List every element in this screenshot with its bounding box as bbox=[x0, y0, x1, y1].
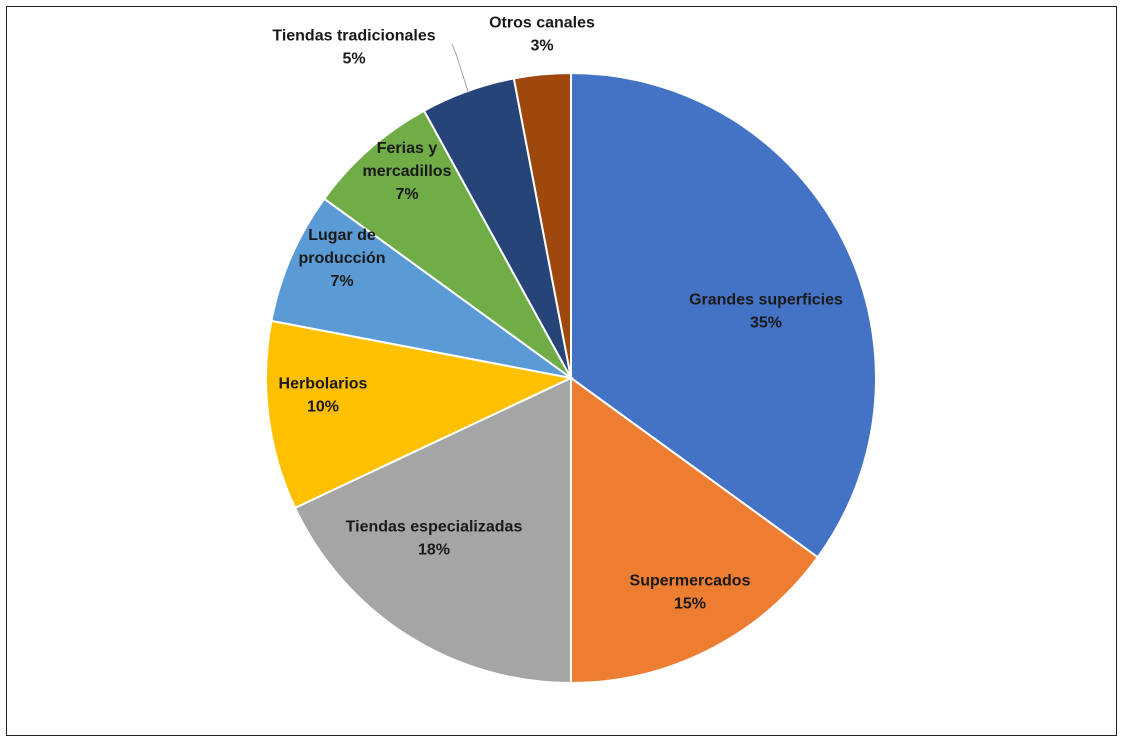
data-label-otros-canales: Otros canales 3% bbox=[489, 15, 595, 55]
slice-category-label: Ferias y bbox=[377, 140, 438, 157]
slice-value-label: 35% bbox=[750, 315, 782, 332]
slice-value-label: 15% bbox=[674, 596, 706, 613]
pie-slice-grandes-superficies bbox=[570, 71, 877, 559]
slice-category-label: Grandes superficies bbox=[689, 292, 843, 309]
slice-category-label: mercadillos bbox=[363, 163, 452, 180]
slice-value-label: 3% bbox=[530, 38, 553, 55]
pie-slice-supermercados bbox=[570, 376, 820, 685]
slice-category-label: Herbolarios bbox=[279, 376, 368, 393]
slice-value-label: 5% bbox=[342, 51, 365, 68]
data-label-ferias-y-mercadillos: Ferias y mercadillos 7% bbox=[363, 140, 452, 203]
slice-category-label: Lugar de bbox=[308, 227, 376, 244]
slice-value-label: 10% bbox=[307, 399, 339, 416]
data-label-lugar-de-produccion: Lugar de producción 7% bbox=[298, 227, 385, 290]
slice-value-label: 7% bbox=[395, 186, 418, 203]
pie-slice-otros-canales bbox=[512, 71, 572, 379]
pie-slice-lugar-de-produccion bbox=[270, 197, 572, 379]
pie-slices bbox=[265, 71, 877, 685]
data-label-supermercados: Supermercados 15% bbox=[630, 573, 751, 613]
pie-slice-ferias-y-mercadillos bbox=[322, 109, 572, 379]
leader-line-tiendas-tradicionales bbox=[451, 43, 469, 94]
data-label-tiendas-especializadas: Tiendas especializadas 18% bbox=[346, 519, 523, 559]
slice-category-label: Tiendas especializadas bbox=[346, 519, 523, 536]
data-labels: Grandes superficies 35% Supermercados 15% Ti… bbox=[272, 15, 843, 613]
data-label-tiendas-tradicionales: Tiendas tradicionales 5% bbox=[272, 28, 435, 68]
slice-category-label: Tiendas tradicionales bbox=[272, 28, 435, 45]
leader-lines bbox=[451, 43, 469, 94]
slice-category-label: producción bbox=[298, 250, 385, 267]
pie-slice-tiendas-especializadas bbox=[293, 376, 572, 685]
slice-category-label: Otros canales bbox=[489, 15, 595, 32]
slice-value-label: 18% bbox=[418, 542, 450, 559]
pie-slice-herbolarios bbox=[265, 319, 575, 510]
slice-value-label: 7% bbox=[330, 273, 353, 290]
slice-category-label: Supermercados bbox=[630, 573, 751, 590]
data-label-herbolarios: Herbolarios 10% bbox=[279, 376, 368, 416]
data-label-grandes-superficies: Grandes superficies 35% bbox=[689, 292, 843, 332]
